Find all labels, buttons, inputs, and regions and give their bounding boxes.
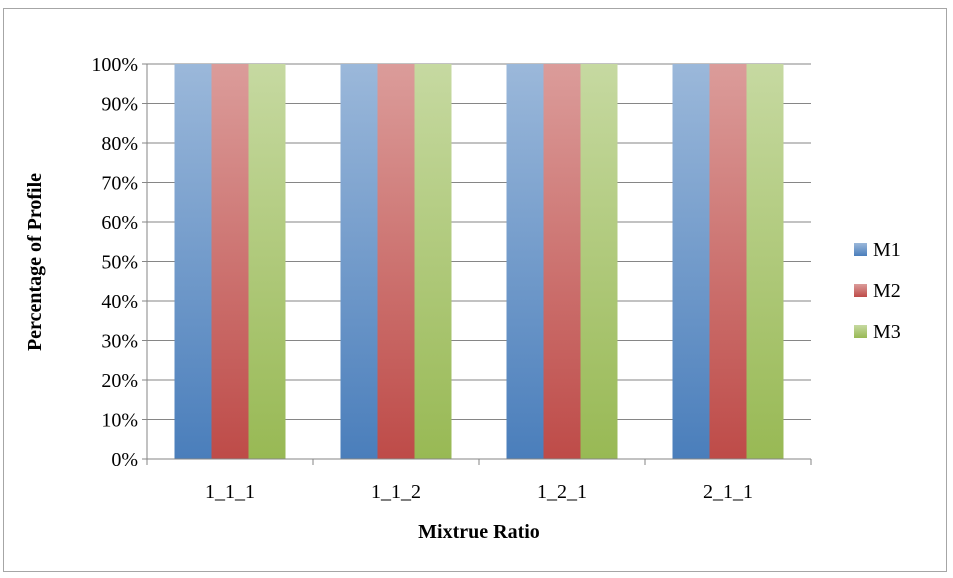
legend-label-m2: M2 [873,280,901,302]
y-tick-label: 10% [101,410,138,432]
y-tick-label: 100% [91,54,138,76]
x-tick-label: 1_1_2 [371,481,421,503]
y-tick-label: 90% [101,94,138,116]
y-tick-label: 40% [101,291,138,313]
y-tick-label: 30% [101,331,138,353]
bar-m3-1_1_1 [248,64,286,459]
x-tick-labels: 1_1_1 1_1_2 1_2_1 2_1_1 [205,481,753,503]
bar-m1-1_1_1 [174,64,212,459]
bar-m3-1_1_2 [414,64,452,459]
axes [142,63,812,465]
x-tick-label: 1_1_1 [205,481,255,503]
bar-m1-1_1_2 [340,64,378,459]
legend-swatch-m2 [854,284,867,297]
y-tick-label: 60% [101,212,138,234]
x-axis-title: Mixtrue Ratio [418,521,540,543]
legend: M1 M2 M3 [854,239,901,343]
bar-m2-1_1_2 [377,64,415,459]
legend-swatch-m1 [854,243,867,256]
y-axis-title: Percentage of Profile [24,173,46,351]
legend-swatch-m3 [854,325,867,338]
chart-frame [3,8,947,572]
bars [174,64,784,459]
bar-m1-1_2_1 [506,64,544,459]
y-tick-label: 50% [101,252,138,274]
y-tick-label: 0% [111,449,138,471]
bar-m2-1_2_1 [543,64,581,459]
x-tick-label: 2_1_1 [703,481,753,503]
y-tick-labels: 0% 10% 20% 30% 40% 50% 60% 70% 80% 90% 100% [91,54,138,471]
bar-m3-1_2_1 [580,64,618,459]
y-tick-label: 80% [101,133,138,155]
bar-m2-1_1_1 [211,64,249,459]
bar-m2-2_1_1 [709,64,747,459]
y-tick-label: 20% [101,370,138,392]
bar-m3-2_1_1 [746,64,784,459]
x-tick-label: 1_2_1 [537,481,587,503]
y-tick-label: 70% [101,173,138,195]
legend-label-m1: M1 [873,239,901,261]
legend-label-m3: M3 [873,321,901,343]
bar-m1-2_1_1 [672,64,710,459]
